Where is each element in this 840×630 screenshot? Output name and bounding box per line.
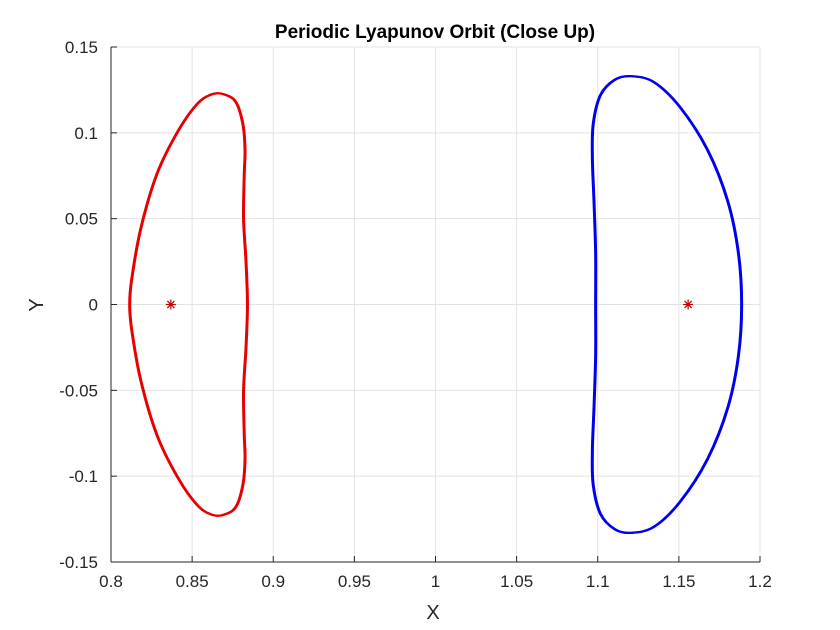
x-tick-label: 1.15 — [662, 572, 695, 591]
y-tick-label: 0.1 — [74, 124, 98, 143]
x-tick-label: 1.2 — [748, 572, 772, 591]
x-tick-label: 1.05 — [500, 572, 533, 591]
x-axis-label: X — [426, 602, 439, 624]
y-tick-label: 0.05 — [65, 210, 98, 229]
grid — [110, 46, 761, 563]
y-tick-label: -0.15 — [59, 553, 98, 572]
marker-layer — [165, 299, 694, 310]
y-ticks: -0.15 -0.1 -0.05 0 0.05 0.1 0.15 — [59, 38, 117, 572]
x-tick-label: 0.9 — [261, 572, 285, 591]
chart-title: Periodic Lyapunov Orbit (Close Up) — [275, 22, 595, 43]
y-tick-label: -0.05 — [59, 381, 98, 400]
equilibrium-point-marker — [683, 299, 694, 310]
series-layer — [128, 74, 744, 535]
x-tick-label: 1 — [431, 572, 440, 591]
y-axis-label: Y — [26, 298, 48, 311]
y-tick-label: 0.15 — [65, 38, 98, 57]
x-tick-label: 0.8 — [99, 572, 123, 591]
x-tick-label: 0.85 — [176, 572, 209, 591]
y-tick-label: -0.1 — [69, 467, 98, 486]
x-tick-label: 0.95 — [338, 572, 371, 591]
y-tick-label: 0 — [89, 296, 98, 315]
x-ticks: 0.8 0.85 0.9 0.95 1 1.05 1.1 1.15 1.2 — [99, 556, 772, 591]
x-tick-label: 1.1 — [586, 572, 610, 591]
equilibrium-point-marker — [165, 299, 176, 310]
orbit-series-1-overlay — [128, 92, 249, 517]
orbit-series-2-overlay — [590, 74, 743, 535]
